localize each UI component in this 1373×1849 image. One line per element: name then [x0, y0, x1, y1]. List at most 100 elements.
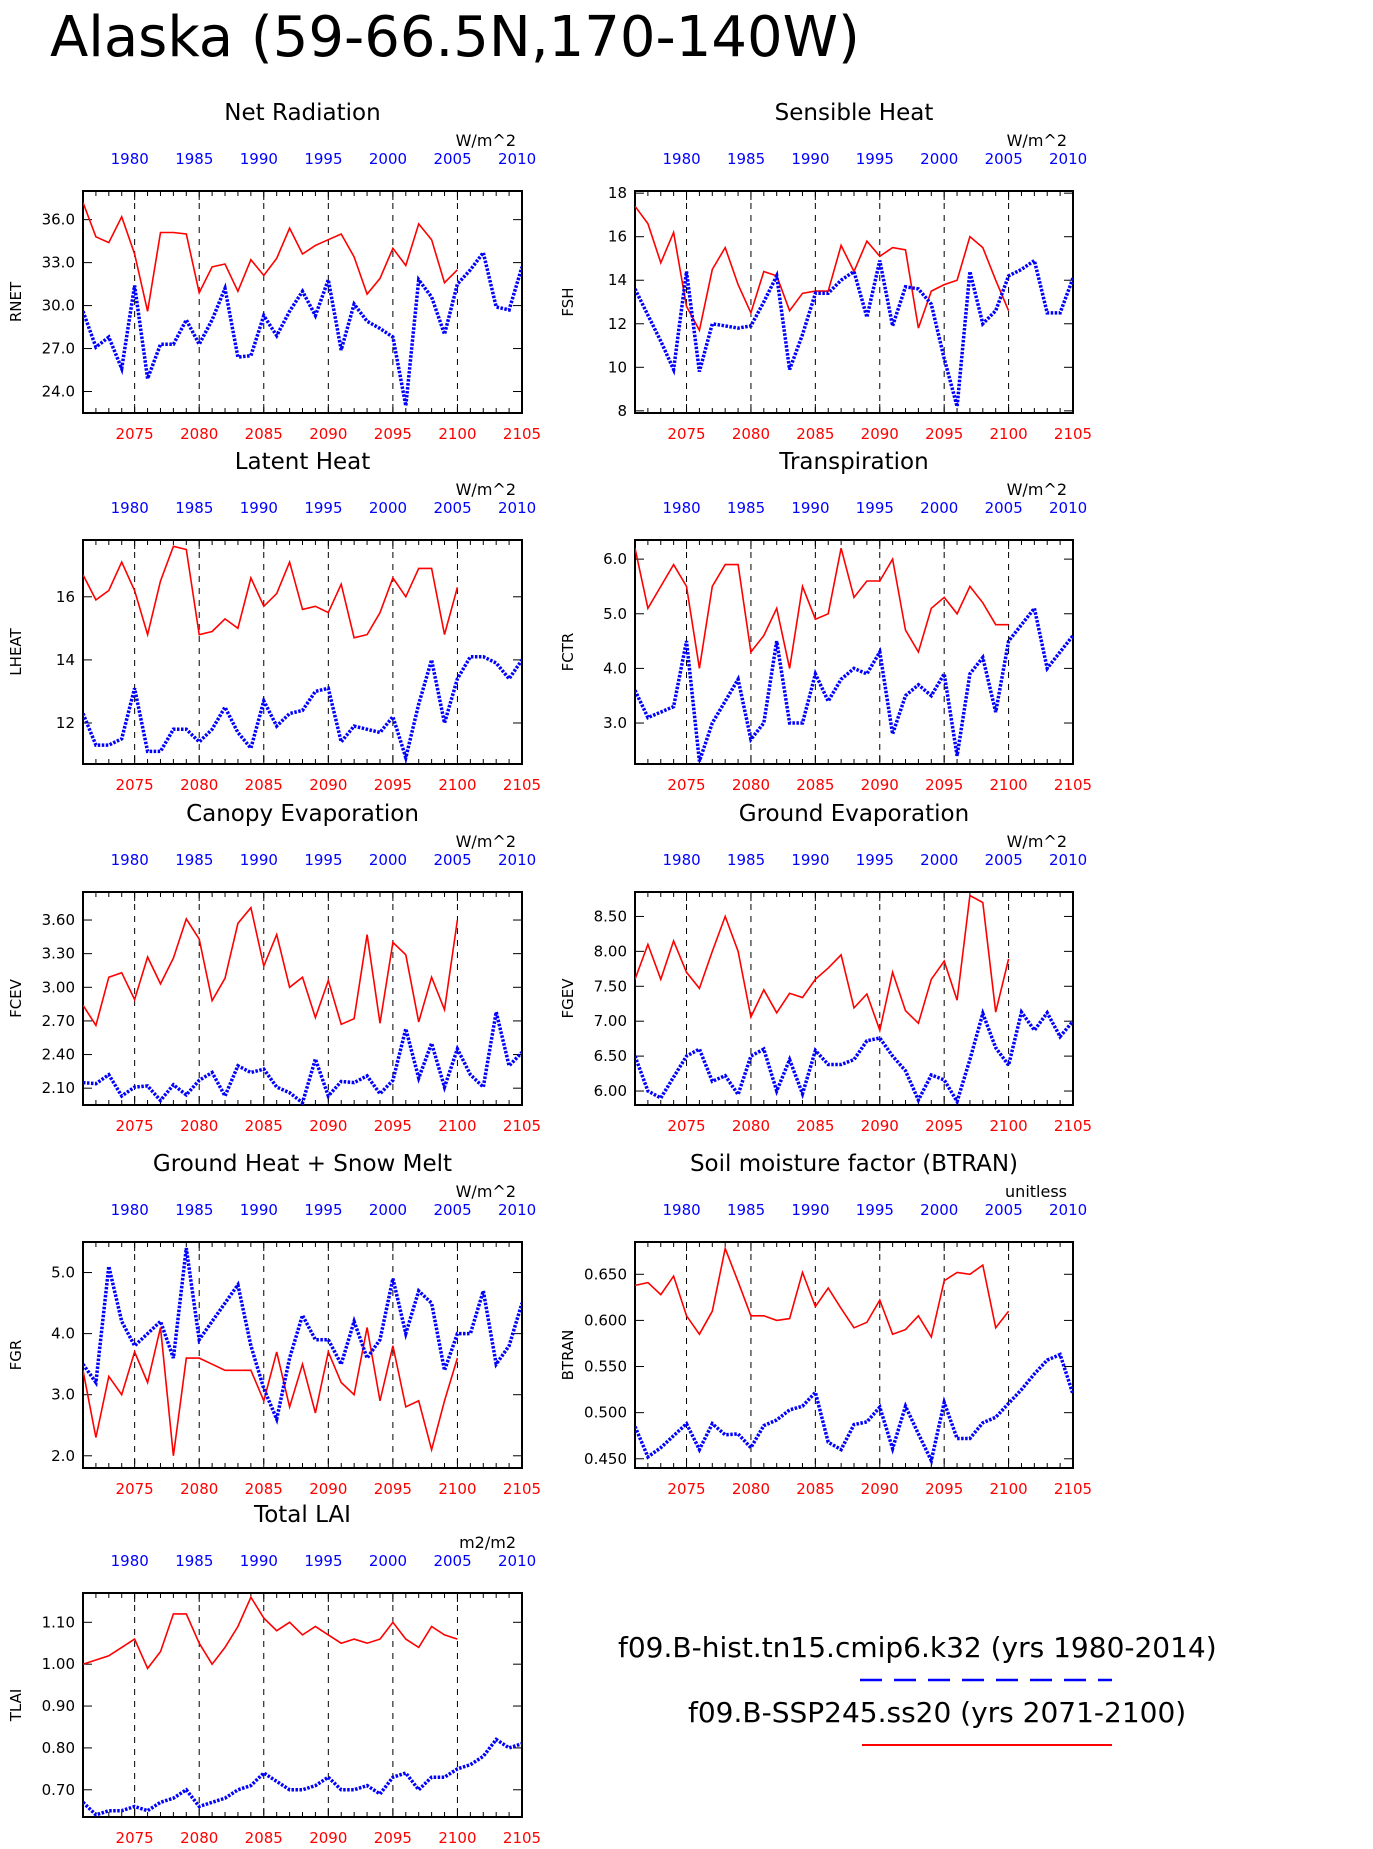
x-top-tick-label: 2005 [985, 851, 1023, 869]
x-top-tick-label: 1995 [304, 150, 342, 168]
y-tick-label: 0.450 [584, 1450, 627, 1468]
x-tick-label: 2075 [116, 1829, 154, 1847]
x-top-tick-label: 1995 [856, 150, 894, 168]
y-tick-label: 18 [608, 184, 627, 202]
x-tick-label: 2100 [989, 1480, 1027, 1498]
x-top-tick-label: 1995 [304, 1552, 342, 1570]
x-top-tick-label: 2010 [498, 851, 536, 869]
y-tick-label: 2.0 [51, 1447, 75, 1465]
y-tick-label: 2.70 [42, 1012, 75, 1030]
x-top-tick-label: 1985 [727, 1201, 765, 1219]
y-tick-label: 0.500 [584, 1404, 627, 1422]
x-top-tick-label: 2000 [920, 150, 958, 168]
x-tick-label: 2090 [861, 1117, 899, 1135]
x-top-tick-label: 1990 [791, 851, 829, 869]
x-tick-label: 2085 [245, 776, 283, 794]
x-tick-label: 2090 [309, 1117, 347, 1135]
x-top-tick-label: 1990 [240, 150, 278, 168]
x-top-tick-label: 2010 [1049, 851, 1087, 869]
x-top-tick-label: 1990 [240, 1201, 278, 1219]
y-tick-label: 30.0 [42, 297, 75, 315]
y-tick-label: 14 [608, 271, 627, 289]
y-tick-label: 10 [608, 358, 627, 376]
x-top-tick-label: 2010 [1049, 1201, 1087, 1219]
x-tick-label: 2075 [116, 1480, 154, 1498]
y-tick-label: 1.10 [42, 1613, 75, 1631]
x-top-tick-label: 1990 [791, 150, 829, 168]
x-tick-label: 2080 [180, 425, 218, 443]
x-top-tick-label: 2010 [1049, 150, 1087, 168]
y-tick-label: 14 [56, 651, 75, 669]
y-tick-label: 0.600 [584, 1311, 627, 1329]
x-top-tick-label: 1980 [111, 150, 149, 168]
x-top-tick-label: 2005 [433, 1201, 471, 1219]
x-top-tick-label: 2000 [920, 499, 958, 517]
x-tick-label: 2085 [245, 1480, 283, 1498]
x-top-tick-label: 2005 [433, 851, 471, 869]
y-axis-label: FCEV [7, 978, 25, 1018]
x-top-tick-label: 1980 [111, 1201, 149, 1219]
x-tick-label: 2090 [309, 1480, 347, 1498]
series-ssp245-line [83, 1595, 458, 1670]
y-axis-label: RNET [7, 281, 25, 322]
y-tick-label: 12 [56, 714, 75, 732]
x-tick-label: 2095 [374, 1480, 412, 1498]
plot-frame [634, 539, 1074, 765]
x-tick-label: 2075 [667, 1480, 705, 1498]
x-top-tick-label: 2010 [498, 499, 536, 517]
series-historical-line [635, 257, 1073, 407]
units-label: W/m^2 [1007, 131, 1067, 150]
x-top-tick-label: 1985 [175, 851, 213, 869]
panel-title: Total LAI [253, 1502, 351, 1528]
panel-3: Latent Heat W/m^2 2075 2080 2085 2090 2095 2100… [7, 449, 541, 794]
units-label: m2/m2 [459, 1533, 516, 1552]
x-top-tick-label: 1985 [727, 150, 765, 168]
legend: f09.B-hist.tn15.cmip6.k32 (yrs 1980-2014… [618, 1631, 1217, 1746]
series-ssp245-line [83, 202, 458, 312]
panel-title: Net Radiation [224, 100, 380, 126]
units-label: W/m^2 [456, 480, 516, 499]
x-tick-label: 2095 [925, 776, 963, 794]
y-tick-label: 1.00 [42, 1655, 75, 1673]
panel-8: Soil moisture factor (BTRAN) unitless 2075… [559, 1151, 1092, 1498]
x-top-tick-label: 2010 [498, 1201, 536, 1219]
units-label: W/m^2 [456, 1182, 516, 1201]
panel-1: Net Radiation W/m^2 2075 2080 2085 2090 2095 21… [7, 100, 541, 443]
x-top-tick-label: 1980 [663, 851, 701, 869]
x-tick-label: 2105 [503, 776, 541, 794]
x-top-tick-label: 1990 [791, 1201, 829, 1219]
units-label: unitless [1005, 1182, 1067, 1201]
x-top-tick-label: 1985 [727, 851, 765, 869]
x-tick-label: 2090 [309, 425, 347, 443]
y-tick-label: 3.60 [42, 911, 75, 929]
series-historical-line [83, 654, 522, 764]
panel-4: Transpiration W/m^2 2075 2080 2085 2090 2095 21… [559, 449, 1092, 794]
x-top-tick-label: 2005 [433, 150, 471, 168]
y-tick-label: 5.0 [603, 605, 627, 623]
x-tick-label: 2080 [180, 1117, 218, 1135]
x-top-tick-label: 2000 [920, 851, 958, 869]
panel-title: Ground Evaporation [739, 801, 969, 827]
x-top-tick-label: 1980 [111, 499, 149, 517]
x-tick-label: 2075 [116, 425, 154, 443]
x-top-tick-label: 1980 [111, 1552, 149, 1570]
legend-ssp-label: f09.B-SSP245.ss20 (yrs 2071-2100) [688, 1696, 1186, 1729]
y-tick-label: 24.0 [42, 383, 75, 401]
y-axis-label: BTRAN [559, 1330, 577, 1381]
x-top-tick-label: 1995 [856, 499, 894, 517]
x-top-tick-label: 2005 [433, 499, 471, 517]
y-tick-label: 4.0 [603, 659, 627, 677]
x-top-tick-label: 2000 [369, 150, 407, 168]
units-label: W/m^2 [1007, 480, 1067, 499]
y-tick-label: 0.650 [584, 1265, 627, 1283]
x-tick-label: 2080 [180, 1480, 218, 1498]
series-historical-line [635, 604, 1073, 762]
x-tick-label: 2100 [438, 776, 476, 794]
series-historical-line [83, 1247, 522, 1425]
x-top-tick-label: 2000 [369, 1552, 407, 1570]
x-top-tick-label: 1990 [240, 1552, 278, 1570]
x-tick-label: 2105 [503, 425, 541, 443]
x-top-tick-label: 2005 [985, 499, 1023, 517]
x-tick-label: 2080 [732, 776, 770, 794]
